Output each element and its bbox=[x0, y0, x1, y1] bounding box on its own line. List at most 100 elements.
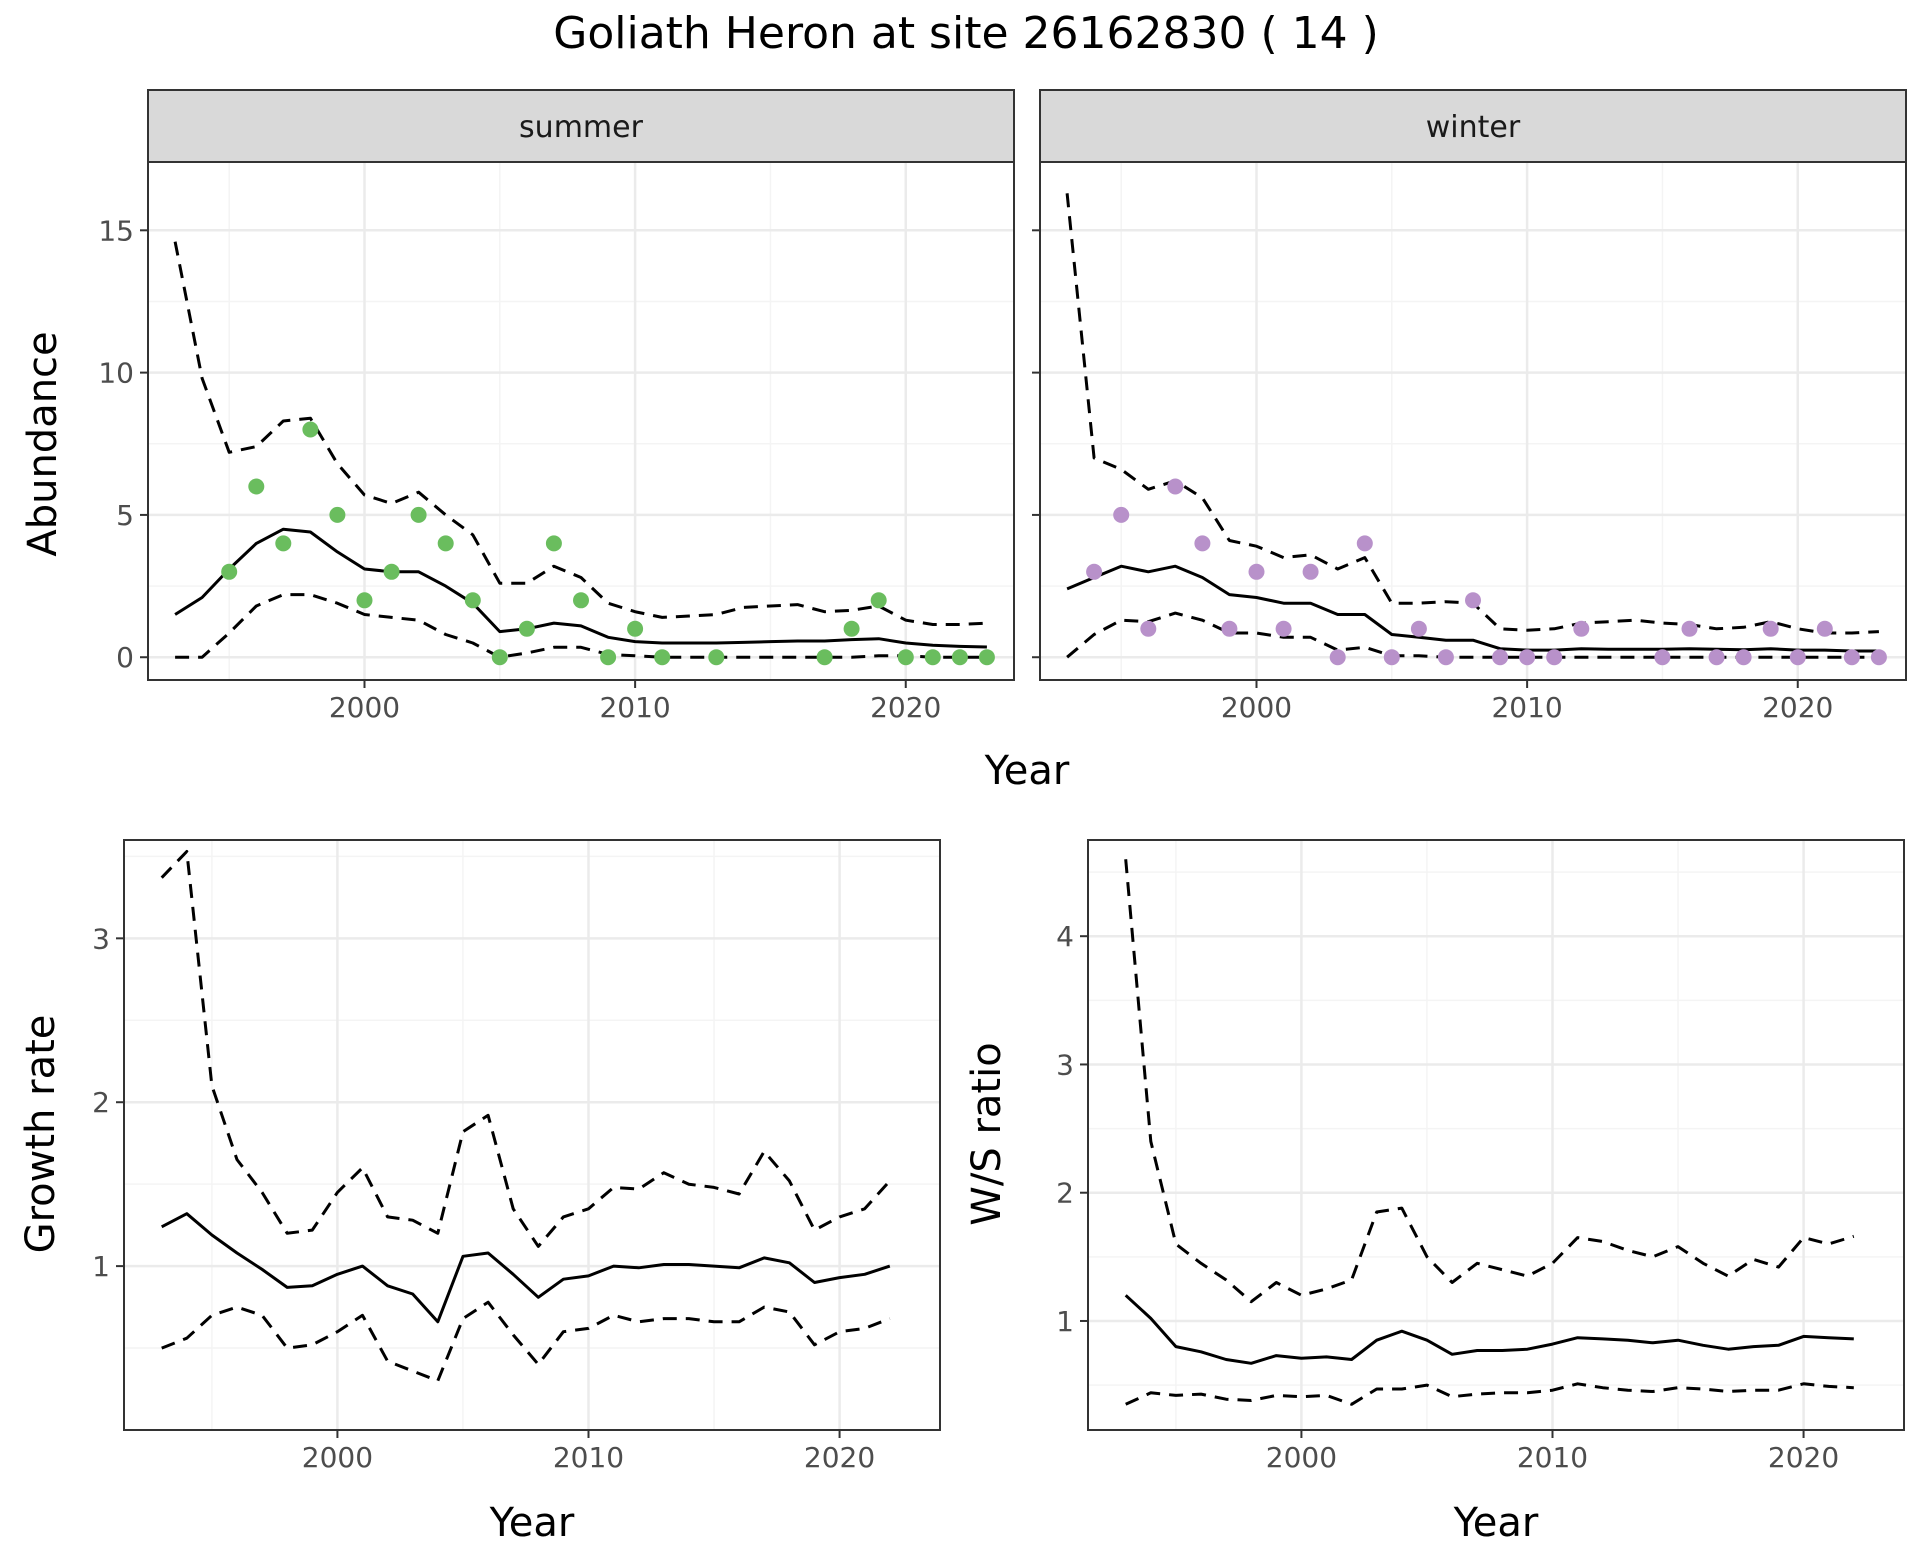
winter-strip-label: winter bbox=[1426, 110, 1521, 145]
winter-data-point bbox=[1843, 649, 1860, 666]
winter-data-point bbox=[1302, 563, 1319, 580]
summer-lower-line bbox=[175, 593, 987, 659]
winter-data-point bbox=[1356, 535, 1373, 552]
winter-data-point bbox=[1437, 649, 1454, 666]
winter-strip bbox=[1039, 89, 1907, 163]
summer-upper-line bbox=[173, 241, 987, 626]
ratio-x-axis-title: Year bbox=[1453, 1500, 1539, 1546]
growth-panel: 2000 2010 2020 1 2 3 bbox=[92, 839, 941, 1474]
summer-data-point bbox=[383, 563, 400, 580]
ratio-estimate-line bbox=[1124, 1294, 1854, 1365]
growth-panel-border bbox=[123, 839, 941, 1431]
summer-data-point bbox=[410, 506, 427, 523]
winter-data-point bbox=[1546, 649, 1563, 666]
winter-data-point bbox=[1167, 478, 1184, 495]
growth-estimate-line bbox=[161, 1212, 891, 1324]
x-tick-label: 2020 bbox=[804, 1441, 875, 1474]
summer-data-point bbox=[654, 649, 671, 666]
summer-data-point bbox=[870, 592, 887, 609]
summer-strip bbox=[147, 89, 1015, 163]
summer-panel: 2000 2010 2020 0 5 10 15 bbox=[98, 161, 1015, 724]
winter-data-point bbox=[1140, 620, 1157, 637]
summer-data-point bbox=[573, 592, 589, 609]
summer-data-point bbox=[627, 620, 644, 637]
summer-data-point bbox=[600, 649, 617, 666]
winter-data-point bbox=[1410, 620, 1427, 637]
winter-data-point bbox=[1194, 535, 1211, 552]
summer-data-point bbox=[302, 421, 319, 438]
x-tick-label: 2010 bbox=[1517, 1441, 1588, 1474]
summer-data-point bbox=[221, 563, 238, 580]
summer-data-point bbox=[545, 535, 562, 552]
winter-data-point bbox=[1383, 649, 1400, 666]
growth-x-axis-title: Year bbox=[489, 1500, 575, 1546]
summer-data-point bbox=[843, 620, 860, 637]
y-tick-label: 15 bbox=[98, 214, 134, 247]
winter-panel: 2000 2010 2020 bbox=[1032, 161, 1907, 724]
winter-data-point bbox=[1465, 592, 1481, 609]
x-tick-label: 2000 bbox=[302, 1441, 373, 1474]
x-tick-label: 2010 bbox=[599, 691, 670, 724]
winter-data-point bbox=[1573, 620, 1590, 637]
winter-data-point bbox=[1735, 649, 1752, 666]
winter-data-point bbox=[1275, 620, 1292, 637]
y-tick-label: 1 bbox=[92, 1250, 110, 1283]
summer-data-point bbox=[924, 649, 941, 666]
ratio-axis-title: W/S ratio bbox=[964, 1042, 1010, 1225]
summer-data-point bbox=[951, 649, 968, 666]
winter-data-point bbox=[1086, 563, 1103, 580]
winter-data-point bbox=[1519, 649, 1536, 666]
x-tick-label: 2010 bbox=[553, 1441, 624, 1474]
winter-data-point bbox=[1654, 649, 1671, 666]
winter-data-point bbox=[1492, 649, 1509, 666]
y-tick-label: 10 bbox=[98, 357, 134, 390]
y-tick-label: 2 bbox=[1056, 1177, 1074, 1210]
summer-data-point bbox=[491, 649, 508, 666]
winter-data-point bbox=[1762, 620, 1779, 637]
winter-data-point bbox=[1708, 649, 1725, 666]
growth-lower-line bbox=[161, 1300, 891, 1383]
winter-data-point bbox=[1248, 563, 1265, 580]
summer-data-point bbox=[329, 506, 346, 523]
summer-data-point bbox=[708, 649, 725, 666]
top-x-axis-title: Year bbox=[984, 748, 1070, 794]
abundance-axis-title: Abundance bbox=[20, 331, 66, 556]
summer-data-point bbox=[816, 649, 833, 666]
summer-estimate-line bbox=[174, 527, 987, 649]
y-tick-label: 1 bbox=[1056, 1305, 1074, 1338]
growth-axis-title: Growth rate bbox=[18, 1015, 64, 1254]
x-tick-label: 2020 bbox=[1762, 691, 1833, 724]
x-tick-label: 2000 bbox=[1266, 1441, 1337, 1474]
ratio-lower-line bbox=[1125, 1382, 1854, 1406]
winter-data-point bbox=[1681, 620, 1698, 637]
summer-strip-label: summer bbox=[519, 110, 644, 145]
winter-data-point bbox=[1870, 649, 1887, 666]
summer-data-point bbox=[518, 620, 535, 637]
ratio-panel: 2000 2010 2020 1 2 3 4 bbox=[1056, 839, 1905, 1474]
ratio-upper-line bbox=[1124, 859, 1855, 1304]
x-tick-label: 2010 bbox=[1491, 691, 1562, 724]
winter-data-point bbox=[1113, 506, 1130, 523]
summer-data-point bbox=[897, 649, 914, 666]
figure-title: Goliath Heron at site 26162830 ( 14 ) bbox=[553, 8, 1379, 59]
y-tick-label: 3 bbox=[1056, 1048, 1074, 1081]
y-tick-label: 3 bbox=[92, 922, 110, 955]
y-tick-label: 0 bbox=[116, 641, 134, 674]
winter-data-point bbox=[1329, 649, 1346, 666]
winter-data-point bbox=[1221, 620, 1238, 637]
summer-data-point bbox=[356, 592, 373, 609]
summer-data-point bbox=[978, 649, 995, 666]
winter-data-point bbox=[1816, 620, 1833, 637]
summer-data-point bbox=[248, 478, 265, 495]
winter-data-point bbox=[1789, 649, 1806, 666]
summer-data-point bbox=[275, 535, 292, 552]
y-tick-label: 4 bbox=[1056, 920, 1074, 953]
x-tick-label: 2020 bbox=[870, 691, 941, 724]
summer-data-point bbox=[437, 535, 454, 552]
summer-data-point bbox=[464, 592, 481, 609]
growth-upper-line bbox=[160, 850, 891, 1248]
ratio-panel-border bbox=[1087, 839, 1905, 1431]
x-tick-label: 2000 bbox=[329, 691, 400, 724]
